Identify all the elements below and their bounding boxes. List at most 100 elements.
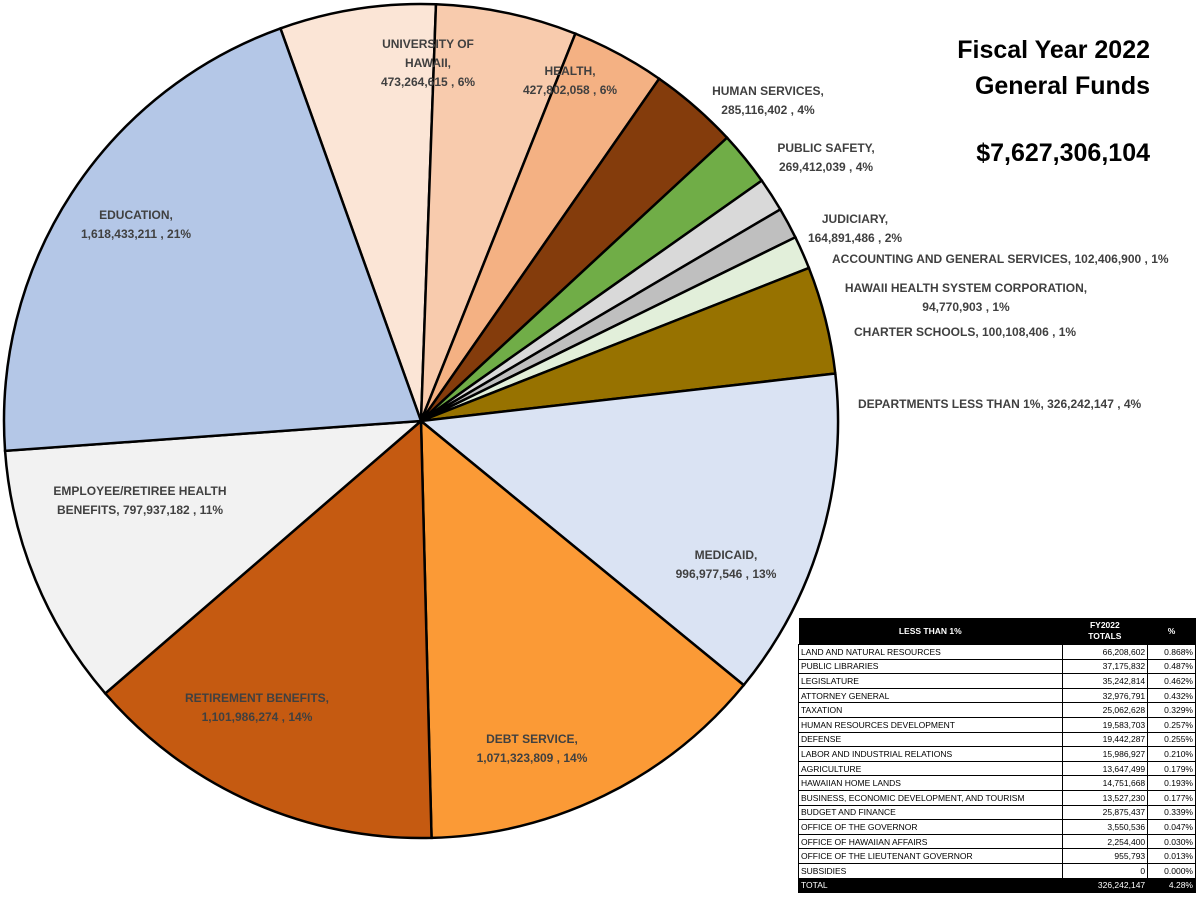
row-percent: 0.210% [1147, 746, 1196, 762]
row-value: 13,527,230 [1061, 789, 1149, 806]
table-row: OFFICE OF THE GOVERNOR 3,550,536 0.047% [798, 819, 1196, 835]
row-department: TAXATION [798, 702, 1063, 718]
row-percent: 0.000% [1147, 862, 1196, 879]
row-department: OFFICE OF THE GOVERNOR [798, 819, 1063, 835]
slice-label: RETIREMENT BENEFITS, 1,101,986,274 , 14% [185, 691, 329, 724]
row-percent: 0.047% [1147, 819, 1196, 835]
table-row: OFFICE OF HAWAIIAN AFFAIRS 2,254,400 0.030… [798, 833, 1196, 850]
row-value: 66,208,602 [1061, 644, 1149, 660]
row-percent: 0.257% [1147, 716, 1196, 733]
row-percent: 0.013% [1147, 848, 1196, 864]
slice-label-line: 996,977,546 , 13% [676, 567, 777, 581]
row-value: 2,254,400 [1061, 833, 1149, 850]
row-department: HUMAN RESOURCES DEVELOPMENT [798, 716, 1063, 733]
less-than-1-percent-table: LESS THAN 1% FY2022 TOTALS % LAND AND NA… [798, 618, 1196, 894]
row-percent: 0.487% [1147, 658, 1196, 675]
row-percent: 0.179% [1147, 760, 1196, 777]
row-percent: 0.030% [1147, 833, 1196, 850]
slice-label: DEPARTMENTS LESS THAN 1%, 326,242,147 , … [858, 397, 1142, 411]
pie-slice-employee-retiree-health-benefits [3, 419, 425, 696]
slice-label-line: 1,101,986,274 , 14% [202, 710, 313, 724]
row-value: 35,242,814 [1061, 673, 1149, 689]
pie-slice-debt-service [419, 418, 746, 840]
table-header-row: LESS THAN 1% FY2022 TOTALS % [798, 618, 1196, 645]
pie-slice-health [419, 2, 577, 422]
header-totals: FY2022 TOTALS [1062, 618, 1148, 645]
pie-slice-education [2, 26, 423, 453]
row-department: AGRICULTURE [798, 760, 1063, 777]
total-label: TOTAL [798, 877, 1063, 894]
table-row: BUDGET AND FINANCE 25,875,437 0.339% [798, 804, 1196, 821]
slice-label: DEBT SERVICE, 1,071,323,809 , 14% [477, 732, 588, 765]
row-department: PUBLIC LIBRARIES [798, 658, 1063, 675]
row-department: LAND AND NATURAL RESOURCES [798, 644, 1063, 660]
row-percent: 0.177% [1147, 789, 1196, 806]
pie-slice-medicaid [417, 372, 840, 687]
grand-total: $7,627,306,104 [976, 139, 1150, 167]
table-row: BUSINESS, ECONOMIC DEVELOPMENT, AND TOUR… [798, 789, 1196, 806]
slice-label: CHARTER SCHOOLS, 100,108,406 , 1% [854, 325, 1076, 339]
row-department: LEGISLATURE [798, 673, 1063, 689]
row-department: ATTORNEY GENERAL [798, 687, 1063, 704]
row-value: 14,751,668 [1061, 775, 1149, 791]
slice-label: PUBLIC SAFETY, 269,412,039 , 4% [777, 141, 874, 174]
slice-label-line: 164,891,486 , 2% [808, 231, 902, 245]
slice-label-line: HEALTH, [544, 64, 595, 78]
row-value: 32,976,791 [1061, 687, 1149, 704]
slice-label-line: JUDICIARY, [822, 212, 888, 226]
row-value: 0 [1061, 862, 1149, 879]
table-row: ATTORNEY GENERAL 32,976,791 0.432% [798, 687, 1196, 704]
row-department: OFFICE OF HAWAIIAN AFFAIRS [798, 833, 1063, 850]
slice-label-line: CHARTER SCHOOLS, 100,108,406 , 1% [854, 325, 1076, 339]
pie-slice-university-of-hawaii [278, 2, 438, 422]
row-value: 3,550,536 [1061, 819, 1149, 835]
row-percent: 0.193% [1147, 775, 1196, 791]
slice-label: HEALTH, 427,802,058 , 6% [523, 64, 617, 97]
slice-label: ACCOUNTING AND GENERAL SERVICES, 102,406… [832, 252, 1169, 266]
slice-label-line: 269,412,039 , 4% [779, 160, 873, 174]
table-row: LABOR AND INDUSTRIAL RELATIONS 15,986,927… [798, 746, 1196, 762]
row-department: BUSINESS, ECONOMIC DEVELOPMENT, AND TOUR… [798, 789, 1063, 806]
table-row: LEGISLATURE 35,242,814 0.462% [798, 673, 1196, 689]
header-percent: % [1147, 618, 1196, 645]
header-totals-label: TOTALS [1088, 631, 1122, 641]
slice-label-line: EDUCATION, [99, 208, 173, 222]
slice-label-line: 94,770,903 , 1% [922, 300, 1010, 314]
total-value: 326,242,147 [1061, 877, 1149, 894]
slice-label-line: BENEFITS, 797,937,182 , 11% [57, 503, 223, 517]
slice-label-line: PUBLIC SAFETY, [777, 141, 874, 155]
slice-label: EDUCATION, 1,618,433,211 , 21% [81, 208, 191, 241]
table-row: OFFICE OF THE LIEUTENANT GOVERNOR 955,793… [798, 848, 1196, 864]
row-value: 25,875,437 [1061, 804, 1149, 821]
row-department: HAWAIIAN HOME LANDS [798, 775, 1063, 791]
row-percent: 0.255% [1147, 731, 1196, 748]
slice-label-line: 427,802,058 , 6% [523, 83, 617, 97]
pie-slice-retirement-benefits [103, 418, 433, 840]
slice-label-line: UNIVERSITY OF [382, 37, 474, 51]
table-row: HUMAN RESOURCES DEVELOPMENT 19,583,703 0.2… [798, 716, 1196, 733]
table-row: AGRICULTURE 13,647,499 0.179% [798, 760, 1196, 777]
slice-label-line: 473,264,615 , 6% [381, 75, 475, 89]
slice-label: UNIVERSITY OF HAWAII, 473,264,615 , 6% [381, 37, 475, 89]
slice-label-line: HAWAII HEALTH SYSTEM CORPORATION, [845, 281, 1087, 295]
row-value: 25,062,628 [1061, 702, 1149, 718]
row-department: DEFENSE [798, 731, 1063, 748]
row-percent: 0.432% [1147, 687, 1196, 704]
table-row: HAWAIIAN HOME LANDS 14,751,668 0.193% [798, 775, 1196, 791]
row-percent: 0.339% [1147, 804, 1196, 821]
slice-label: MEDICAID, 996,977,546 , 13% [676, 548, 777, 581]
slice-label-line: ACCOUNTING AND GENERAL SERVICES, 102,406… [832, 252, 1169, 266]
table-total-row: TOTAL 326,242,147 4.28% [798, 877, 1196, 894]
table-row: SUBSIDIES 0 0.000% [798, 862, 1196, 879]
slice-label-line: 285,116,402 , 4% [721, 103, 815, 117]
header-department: LESS THAN 1% [798, 618, 1063, 645]
title-line-1: Fiscal Year 2022 [957, 36, 1150, 64]
slice-label-line: DEBT SERVICE, [486, 732, 578, 746]
row-department: OFFICE OF THE LIEUTENANT GOVERNOR [798, 848, 1063, 864]
title-line-2: General Funds [974, 72, 1150, 100]
total-percent: 4.28% [1147, 877, 1196, 894]
slice-label-line: 1,071,323,809 , 14% [477, 751, 588, 765]
row-percent: 0.462% [1147, 673, 1196, 689]
row-percent: 0.329% [1147, 702, 1196, 718]
